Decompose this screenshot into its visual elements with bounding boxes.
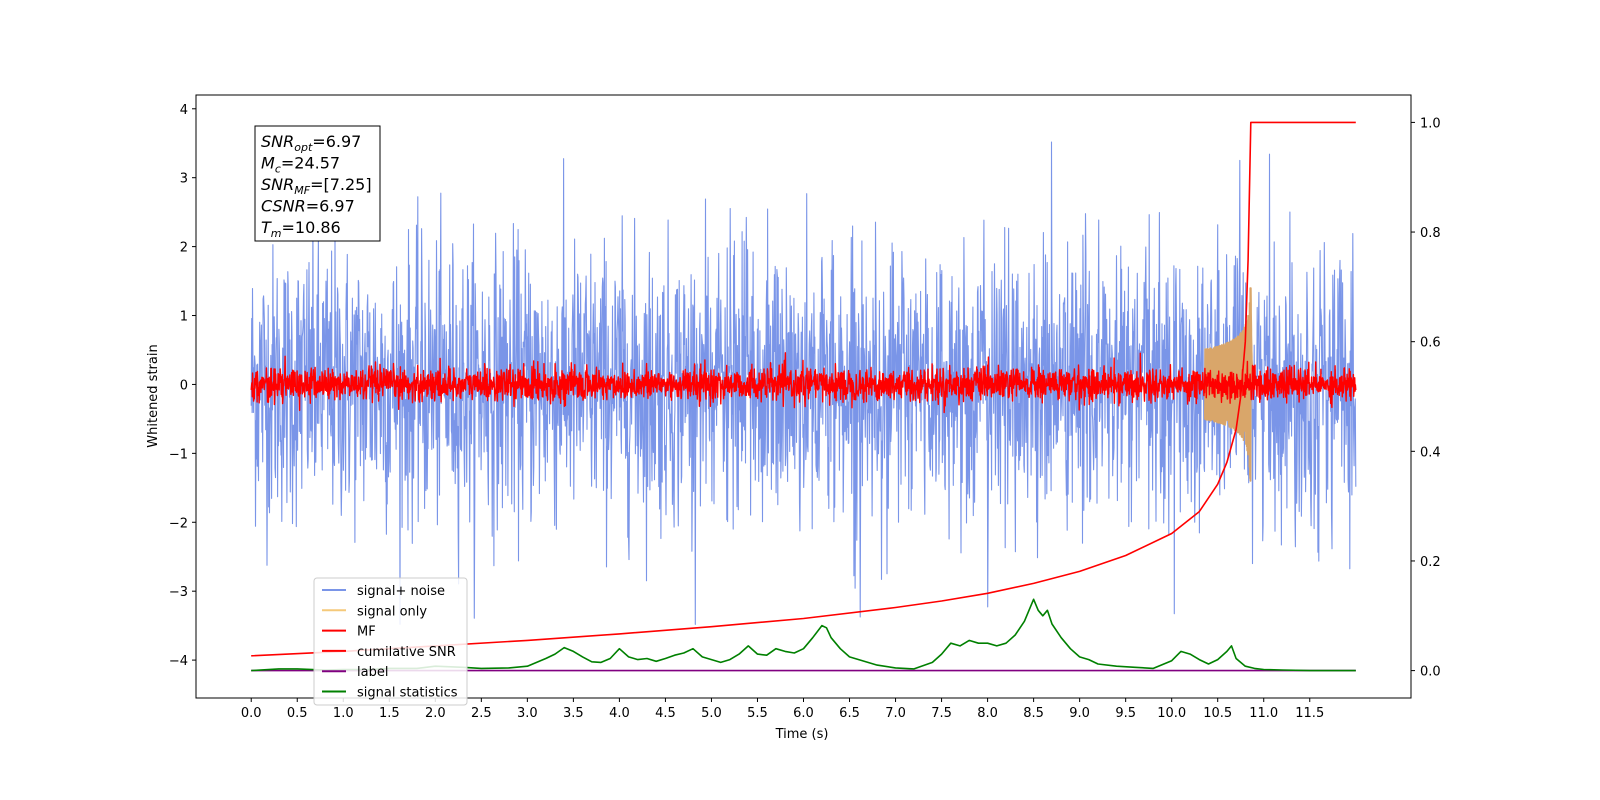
y-tick-label: −4 [169, 654, 188, 669]
x-tick-label: 9.5 [1115, 706, 1136, 721]
x-tick-label: 6.5 [839, 706, 860, 721]
series-layer [250, 121, 1357, 672]
y2-tick-label: 0.6 [1420, 336, 1441, 351]
series-cumilative-snr [251, 121, 1356, 657]
y-tick-label: 2 [180, 241, 188, 256]
x-tick-label: 4.5 [655, 706, 676, 721]
x-tick-label: 10.5 [1203, 706, 1232, 721]
x-tick-label: 10.0 [1157, 706, 1186, 721]
x-tick-label: 4.0 [609, 706, 630, 721]
legend-entry: signal+ noise [357, 584, 445, 599]
x-tick-label: 7.0 [885, 706, 906, 721]
x-tick-label: 2.0 [425, 706, 446, 721]
y-tick-label: −3 [169, 585, 188, 600]
y-tick-label: 1 [180, 310, 188, 325]
y-tick-label: 3 [180, 172, 188, 187]
legend-entry: MF [357, 625, 376, 640]
y-tick-label: −2 [169, 516, 188, 531]
x-tick-label: 8.0 [977, 706, 998, 721]
x-axis: 0.0 0.5 1.0 1.5 2.0 2.5 3.0 3.5 4.0 4.5 5.0 5.5 6.0 6… [241, 698, 1324, 721]
legend-entry: signal only [357, 604, 427, 619]
legend: signal+ noise signal only MF cumilative SNR… [313, 577, 468, 706]
x-tick-label: 2.5 [471, 706, 492, 721]
y-axis-label: Whitened strain [146, 344, 161, 447]
x-tick-label: 5.0 [701, 706, 722, 721]
annotation-line: Mc=24.57 [261, 154, 340, 176]
series-signal-statistics [251, 598, 1356, 672]
x-tick-label: 1.0 [333, 706, 354, 721]
y2-tick-label: 0.8 [1420, 226, 1441, 241]
series-mf [250, 352, 1357, 414]
y-axis-right: 0.0 0.2 0.4 0.6 0.8 1.0 [1411, 116, 1441, 680]
y2-tick-label: 0.2 [1420, 555, 1441, 570]
x-tick-label: 3.0 [517, 706, 538, 721]
annotation-line: Tm=10.86 [261, 218, 341, 240]
y2-tick-label: 0.0 [1420, 665, 1441, 680]
x-tick-label: 7.5 [931, 706, 952, 721]
annotation-box: SNRopt=6.97Mc=24.57SNRMF=[7.25]CSNR=6.97… [254, 125, 381, 242]
x-tick-label: 11.0 [1249, 706, 1278, 721]
annotation-line: SNRopt=6.97 [261, 132, 361, 154]
x-tick-label: 1.5 [379, 706, 400, 721]
x-tick-label: 3.5 [563, 706, 584, 721]
x-axis-label: Time (s) [775, 727, 829, 742]
legend-entry: label [357, 665, 388, 680]
y2-tick-label: 1.0 [1420, 116, 1441, 131]
annotation-line: CSNR=6.97 [261, 197, 355, 216]
x-tick-label: 6.0 [793, 706, 814, 721]
y2-tick-label: 0.4 [1420, 445, 1441, 460]
legend-entry: signal statistics [357, 686, 458, 701]
x-tick-label: 11.5 [1295, 706, 1324, 721]
annotation-line: SNRMF=[7.25] [261, 175, 372, 197]
legend-entry: cumilative SNR [357, 645, 456, 660]
x-tick-label: 0.5 [287, 706, 308, 721]
x-tick-label: 5.5 [747, 706, 768, 721]
y-tick-label: 4 [180, 103, 188, 118]
series-signal-noise [250, 141, 1357, 625]
y-tick-label: −1 [169, 447, 188, 462]
x-tick-label: 9.0 [1069, 706, 1090, 721]
x-tick-label: 8.5 [1023, 706, 1044, 721]
y-tick-label: 0 [180, 378, 188, 393]
y-axis-left: −4 −3 −2 −1 0 1 2 3 4 [169, 103, 196, 669]
x-tick-label: 0.0 [241, 706, 262, 721]
